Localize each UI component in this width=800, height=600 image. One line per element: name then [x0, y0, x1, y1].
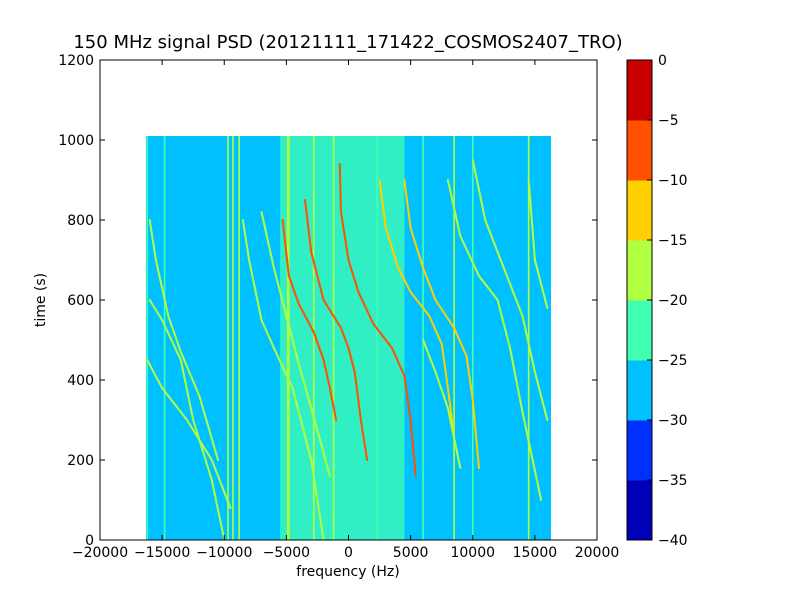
y-axis-label: time (s) [33, 273, 49, 327]
colorbar-tick-label-7: −5 [658, 113, 679, 129]
x-tick-label-6: 10000 [450, 545, 495, 561]
colorbar-tick-label-1: −35 [658, 473, 688, 489]
trace-5 [281, 219, 338, 421]
x-tick-label-8: 20000 [575, 545, 620, 561]
colorbar-segment-1 [627, 420, 652, 481]
trace-13 [527, 179, 549, 309]
trace-9 [403, 179, 480, 469]
colorbar-tick-label-8: 0 [658, 53, 667, 69]
colorbar-tick-label-4: −20 [658, 293, 688, 309]
y-tick-label-3: 600 [67, 293, 94, 309]
x-tick-label-4: 0 [344, 545, 353, 561]
trace-7 [338, 163, 417, 477]
y-tick-label-5: 1000 [58, 133, 94, 149]
trace-11 [471, 159, 549, 421]
colorbar-tick-label-5: −15 [658, 233, 688, 249]
trace-4 [260, 211, 331, 477]
colorbar-tick-label-6: −10 [658, 173, 688, 189]
x-tick-label-1: −15000 [134, 545, 190, 561]
colorbar-segment-7 [627, 60, 652, 121]
x-axis-ticks: −20000 −15000 −10000 −5000 0 5000 10000 15000 20… [72, 60, 619, 561]
trace-1 [148, 219, 219, 461]
x-tick-label-2: −10000 [196, 545, 252, 561]
colorbar-segment-2 [627, 360, 652, 421]
y-tick-label-1: 200 [67, 453, 94, 469]
trace-0 [148, 299, 226, 540]
y-axis-ticks: 0 200 400 600 800 1000 1200 [58, 53, 597, 549]
spectrogram-traces [146, 159, 549, 540]
x-axis-label: frequency (Hz) [296, 564, 399, 580]
x-tick-label-5: 5000 [393, 545, 429, 561]
colorbar-segment-5 [627, 180, 652, 241]
trace-2 [146, 359, 232, 509]
spectrogram-center-band [280, 136, 405, 540]
chart-title: 150 MHz signal PSD (20121111_171422_COSM… [73, 32, 622, 53]
y-tick-label-4: 800 [67, 213, 94, 229]
colorbar-tick-label-0: −40 [658, 533, 688, 549]
colorbar-segment-4 [627, 240, 652, 301]
colorbar-segment-6 [627, 120, 652, 181]
colorbar-segment-3 [627, 300, 652, 361]
colorbar-tick-label-2: −30 [658, 413, 688, 429]
colorbar-ticks: −40 −35 −30 −25 −20 −15 −10 −5 0 [647, 53, 688, 549]
y-tick-label-6: 1200 [58, 53, 94, 69]
trace-3 [241, 219, 325, 540]
trace-10 [446, 179, 543, 501]
y-tick-label-0: 0 [85, 533, 94, 549]
x-tick-label-0: −20000 [72, 545, 128, 561]
colorbar-tick-label-3: −25 [658, 353, 688, 369]
x-tick-label-7: 15000 [513, 545, 558, 561]
trace-6 [304, 199, 369, 461]
colorbar [626, 59, 653, 541]
trace-8 [378, 179, 456, 437]
x-tick-label-3: −5000 [263, 545, 310, 561]
y-tick-label-2: 400 [67, 373, 94, 389]
plot-area [145, 136, 552, 540]
colorbar-segment-0 [627, 480, 652, 541]
trace-12 [422, 339, 462, 469]
